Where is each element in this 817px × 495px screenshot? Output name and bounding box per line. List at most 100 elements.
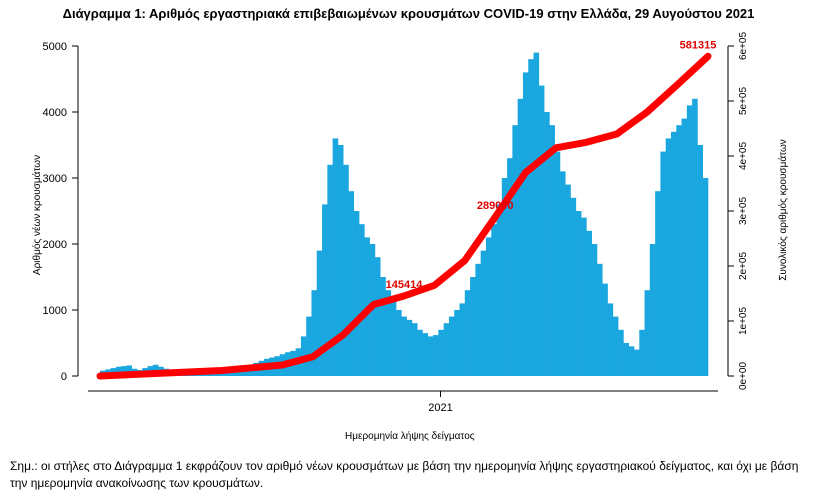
bar [586,230,592,376]
bar [517,98,524,377]
bar [655,191,661,376]
bar [385,290,392,376]
bar [570,197,577,376]
bar [665,138,672,376]
bar [121,366,127,376]
bar [670,131,677,376]
bar [538,85,545,376]
y2-tick-label: 5e+05 [738,87,749,116]
cumulative-line [96,52,712,380]
bar [433,335,439,376]
bar [528,59,534,376]
bar [454,310,460,376]
bar [618,329,624,376]
x-tick-label: 2021 [428,402,452,414]
y2-tick-label: 1e+05 [738,307,749,336]
bar [115,366,122,376]
bar [126,365,133,376]
bar [549,125,555,376]
bar [639,329,645,376]
bar [581,217,587,376]
bar [628,346,635,376]
bars-layer [100,52,709,377]
bar [522,72,529,377]
bar [322,204,328,376]
bar [348,191,355,376]
y2-axis-label: Συνολικός αριθμός κρουσμάτων [777,139,789,281]
bar [396,310,402,376]
left-axis: 0 1000 2000 3000 4000 5000 [43,41,79,383]
bar [417,329,423,376]
bar [507,158,513,376]
bar [607,303,614,376]
bar [660,151,667,376]
x-axis: 2021 [88,390,718,414]
bar [681,118,688,376]
bar [496,204,503,376]
bar [623,343,629,376]
bar [602,283,608,376]
x-axis-label: Ημερομηνία λήψης δείγματος [345,431,475,442]
bar [390,300,397,376]
bar [612,316,619,376]
bar [475,263,481,376]
y2-tick-label: 0e+00 [738,362,749,391]
annotation-label: 145414 [386,279,424,291]
y-tick-label: 0 [61,371,67,383]
bar [491,224,497,376]
bar [565,184,571,376]
right-axis: 0e+00 1e+05 2e+05 3e+05 4e+05 5e+05 6e+05 [727,32,749,391]
bar [374,257,381,376]
bar [686,105,693,377]
y-tick-label: 2000 [43,239,67,251]
bar [470,277,476,376]
y-tick-label: 4000 [43,107,67,119]
bar [533,52,540,376]
annotation-label: 581315 [680,39,717,51]
bar [554,151,561,376]
bar [644,290,651,376]
bar [438,329,444,376]
bar [411,323,418,376]
footnote: Σημ.: οι στήλες στο Διάγραμμα 1 εκφράζου… [10,459,799,490]
bar [316,250,323,376]
bar [512,125,518,376]
annotations-layer: 145414 289000 581315 [386,39,717,291]
bar [332,138,339,376]
bar [649,244,656,376]
bar [353,211,360,376]
bar [427,336,434,376]
bar [443,323,450,376]
bar [559,171,566,376]
bar [448,316,455,376]
bar [591,244,598,376]
bar [311,290,318,376]
bar [485,237,492,376]
bar [464,290,471,376]
bar [401,316,407,376]
bar [596,263,603,376]
bar [343,164,349,376]
y2-tick-label: 6e+05 [738,32,749,61]
y2-tick-label: 3e+05 [738,197,749,226]
y-tick-label: 1000 [43,305,67,317]
bar [306,316,312,376]
bar [359,224,365,376]
bar [327,164,333,376]
chart-title: Διάγραμμα 1: Αριθμός εργαστηριακά επιβεβ… [62,6,755,21]
y-tick-label: 3000 [43,173,67,185]
y2-tick-label: 2e+05 [738,252,749,281]
bar [501,178,508,376]
bar [544,112,550,376]
bar [692,98,698,377]
bar [575,211,582,376]
bar [459,303,466,376]
bar [380,277,386,376]
bar [697,145,704,376]
y-tick-label: 5000 [43,41,67,53]
y-axis-label: Αριθμός νέων κρουσμάτων [31,155,43,275]
bar [337,145,344,376]
bar [480,250,487,376]
bar [702,178,709,376]
